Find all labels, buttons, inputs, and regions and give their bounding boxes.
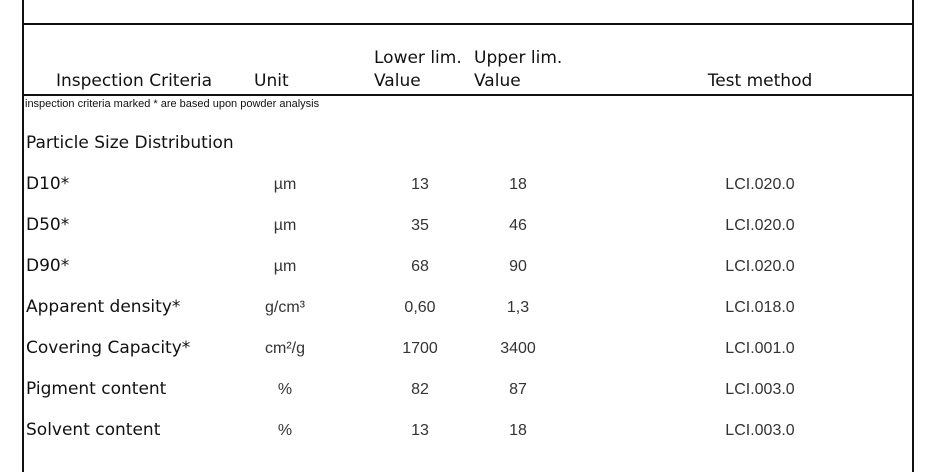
test-method: LCI.020.0 [725, 258, 795, 275]
column-header: Test method [707, 71, 813, 91]
criterion: Solvent content [26, 420, 161, 440]
limit-value: 82 [411, 381, 429, 398]
border-right [912, 0, 914, 472]
column-header: Unit [254, 71, 289, 91]
criterion: Covering Capacity* [26, 338, 191, 358]
column-header: Value [474, 71, 521, 91]
column-header: Value [374, 71, 421, 91]
limit-value: 35 [411, 217, 429, 234]
unit: µm [273, 217, 297, 234]
unit: µm [273, 176, 297, 193]
limit-value: 87 [509, 381, 527, 398]
limit-value: 1700 [402, 340, 438, 357]
criterion: Apparent density* [26, 297, 181, 317]
note: inspection criteria marked * are based u… [25, 98, 320, 110]
limit-value: 90 [509, 258, 527, 275]
section-title: Particle Size Distribution [26, 133, 234, 153]
limit-value: 0,60 [404, 299, 436, 316]
limit-value: 18 [509, 422, 527, 439]
unit: g/cm³ [265, 299, 305, 316]
unit: % [277, 381, 293, 398]
unit: cm²/g [265, 340, 305, 357]
limit-value: 1,3 [506, 299, 530, 316]
criterion: D10* [26, 174, 70, 194]
limit-value: 68 [411, 258, 429, 275]
criterion: D50* [26, 215, 70, 235]
limit-value: 46 [509, 217, 527, 234]
column-header: Upper lim. [474, 48, 563, 68]
column-header: Inspection Criteria [56, 71, 213, 91]
limit-value: 18 [509, 176, 527, 193]
rule-header [22, 94, 914, 96]
test-method: LCI.003.0 [725, 422, 795, 439]
test-method: LCI.020.0 [725, 176, 795, 193]
column-header: Lower lim. [374, 48, 462, 68]
criterion: D90* [26, 256, 70, 276]
criterion: Pigment content [26, 379, 167, 399]
rule-top [22, 23, 914, 25]
test-method: LCI.003.0 [725, 381, 795, 398]
test-method: LCI.001.0 [725, 340, 795, 357]
border-left [22, 0, 24, 472]
limit-value: 3400 [500, 340, 536, 357]
limit-value: 13 [411, 176, 429, 193]
unit: µm [273, 258, 297, 275]
test-method: LCI.020.0 [725, 217, 795, 234]
unit: % [277, 422, 293, 439]
test-method: LCI.018.0 [725, 299, 795, 316]
limit-value: 13 [411, 422, 429, 439]
